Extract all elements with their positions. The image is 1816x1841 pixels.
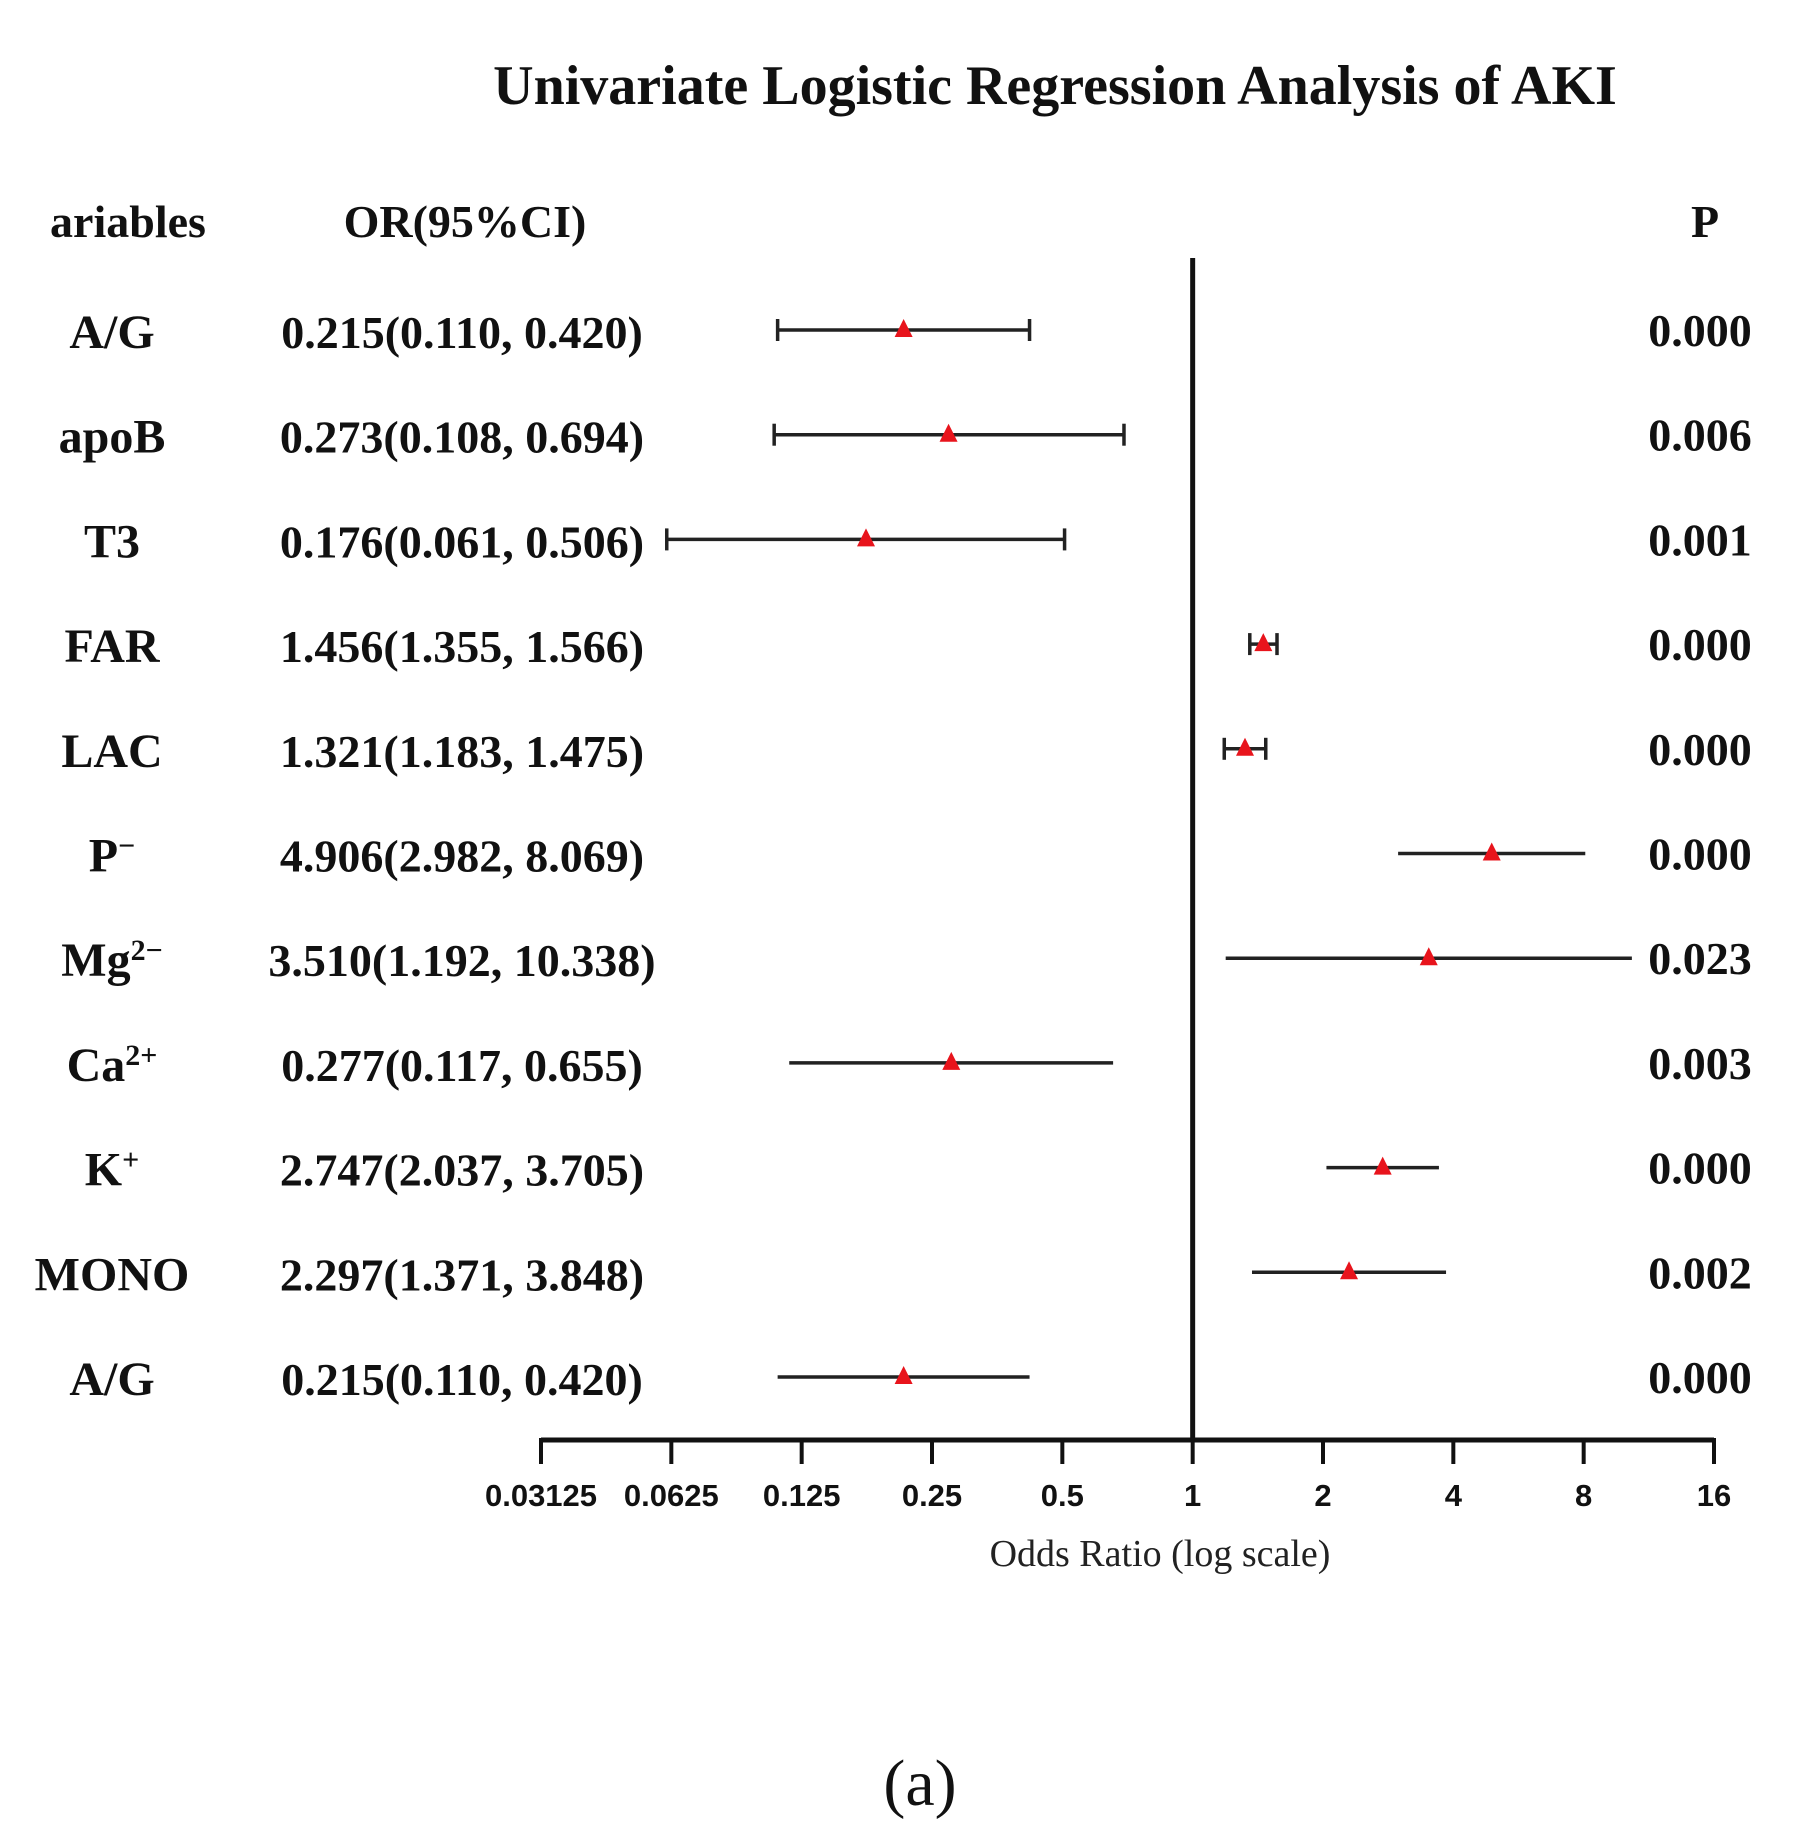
x-tick-label: 8 <box>1575 1478 1592 1513</box>
row-p-value: 0.023 <box>1648 933 1752 984</box>
or-marker <box>857 528 876 547</box>
forest-row: A/G 0.215(0.110, 0.420) 0.000 <box>69 1352 1751 1406</box>
or-marker <box>894 319 913 337</box>
row-or-ci: 0.215(0.110, 0.420) <box>281 307 643 358</box>
forest-row: LAC 1.321(1.183, 1.475) 0.000 <box>61 724 1751 778</box>
x-tick-label: 1 <box>1184 1478 1201 1513</box>
row-variable-label: A/G <box>69 1353 154 1406</box>
forest-row: apoB 0.273(0.108, 0.694) 0.006 <box>59 410 1752 464</box>
row-or-ci: 2.297(1.371, 3.848) <box>280 1249 644 1300</box>
row-or-ci: 4.906(2.982, 8.069) <box>280 831 644 882</box>
x-tick-label: 4 <box>1445 1478 1463 1513</box>
header-or-ci: OR(95%CI) <box>344 196 587 247</box>
or-marker <box>894 1366 913 1384</box>
forest-row: Mg2− 3.510(1.192, 10.338) 0.023 <box>61 933 1751 987</box>
row-p-value: 0.000 <box>1648 619 1752 670</box>
row-variable-label: K+ <box>85 1144 139 1197</box>
row-p-value: 0.000 <box>1648 724 1752 775</box>
forest-row: T3 0.176(0.061, 0.506) 0.001 <box>84 514 1752 568</box>
row-or-ci: 1.321(1.183, 1.475) <box>280 726 644 777</box>
row-or-ci: 1.456(1.355, 1.566) <box>280 621 644 672</box>
or-marker <box>1373 1156 1392 1175</box>
x-tick-label: 0.5 <box>1041 1478 1084 1513</box>
forest-row: FAR 1.456(1.355, 1.566) 0.000 <box>64 619 1751 673</box>
figure-caption: (a) <box>883 1747 956 1820</box>
row-p-value: 0.006 <box>1648 410 1752 461</box>
or-marker <box>1340 1261 1359 1280</box>
row-variable-label: P− <box>89 830 135 883</box>
row-p-value: 0.000 <box>1648 1352 1752 1403</box>
x-tick-label: 0.125 <box>763 1478 841 1513</box>
x-tick-label: 0.0625 <box>624 1478 719 1513</box>
forest-row: P− 4.906(2.982, 8.069) 0.000 <box>89 829 1752 883</box>
header-variables: ariables <box>50 196 206 247</box>
forest-row: A/G 0.215(0.110, 0.420) 0.000 <box>69 305 1751 359</box>
row-p-value: 0.000 <box>1648 829 1752 880</box>
x-tick-label: 16 <box>1697 1478 1731 1513</box>
chart-title: Univariate Logistic Regression Analysis … <box>493 55 1617 117</box>
row-variable-label: T3 <box>84 515 140 568</box>
or-marker <box>942 1051 961 1070</box>
row-p-value: 0.002 <box>1648 1247 1752 1298</box>
x-axis-label: Odds Ratio (log scale) <box>990 1533 1331 1575</box>
row-variable-label: FAR <box>64 620 160 673</box>
row-p-value: 0.000 <box>1648 305 1752 356</box>
or-marker <box>1482 842 1501 861</box>
row-variable-label: apoB <box>59 411 166 464</box>
row-or-ci: 0.176(0.061, 0.506) <box>280 516 644 567</box>
row-p-value: 0.001 <box>1648 514 1752 565</box>
row-variable-label: MONO <box>35 1248 190 1301</box>
forest-row: Ca2+ 0.277(0.117, 0.655) 0.003 <box>67 1038 1752 1092</box>
row-or-ci: 3.510(1.192, 10.338) <box>268 935 655 986</box>
row-variable-label: LAC <box>61 725 162 778</box>
or-marker <box>1236 737 1255 756</box>
x-tick-label: 0.03125 <box>485 1478 597 1513</box>
row-p-value: 0.000 <box>1648 1143 1752 1194</box>
row-variable-label: Mg2− <box>61 934 162 987</box>
forest-row: K+ 2.747(2.037, 3.705) 0.000 <box>85 1143 1752 1197</box>
or-marker <box>1254 633 1273 652</box>
row-or-ci: 0.215(0.110, 0.420) <box>281 1354 643 1405</box>
row-variable-label: Ca2+ <box>67 1039 158 1092</box>
row-variable-label: A/G <box>69 306 154 359</box>
forest-row: MONO 2.297(1.371, 3.848) 0.002 <box>35 1247 1752 1301</box>
x-tick-label: 2 <box>1314 1478 1331 1513</box>
row-or-ci: 2.747(2.037, 3.705) <box>280 1145 644 1196</box>
header-p: P <box>1691 196 1719 247</box>
row-or-ci: 0.273(0.108, 0.694) <box>280 412 644 463</box>
or-marker <box>1419 947 1438 966</box>
or-marker <box>939 423 958 442</box>
row-or-ci: 0.277(0.117, 0.655) <box>281 1040 643 1091</box>
x-tick-label: 0.25 <box>902 1478 962 1513</box>
row-p-value: 0.003 <box>1648 1038 1752 1089</box>
